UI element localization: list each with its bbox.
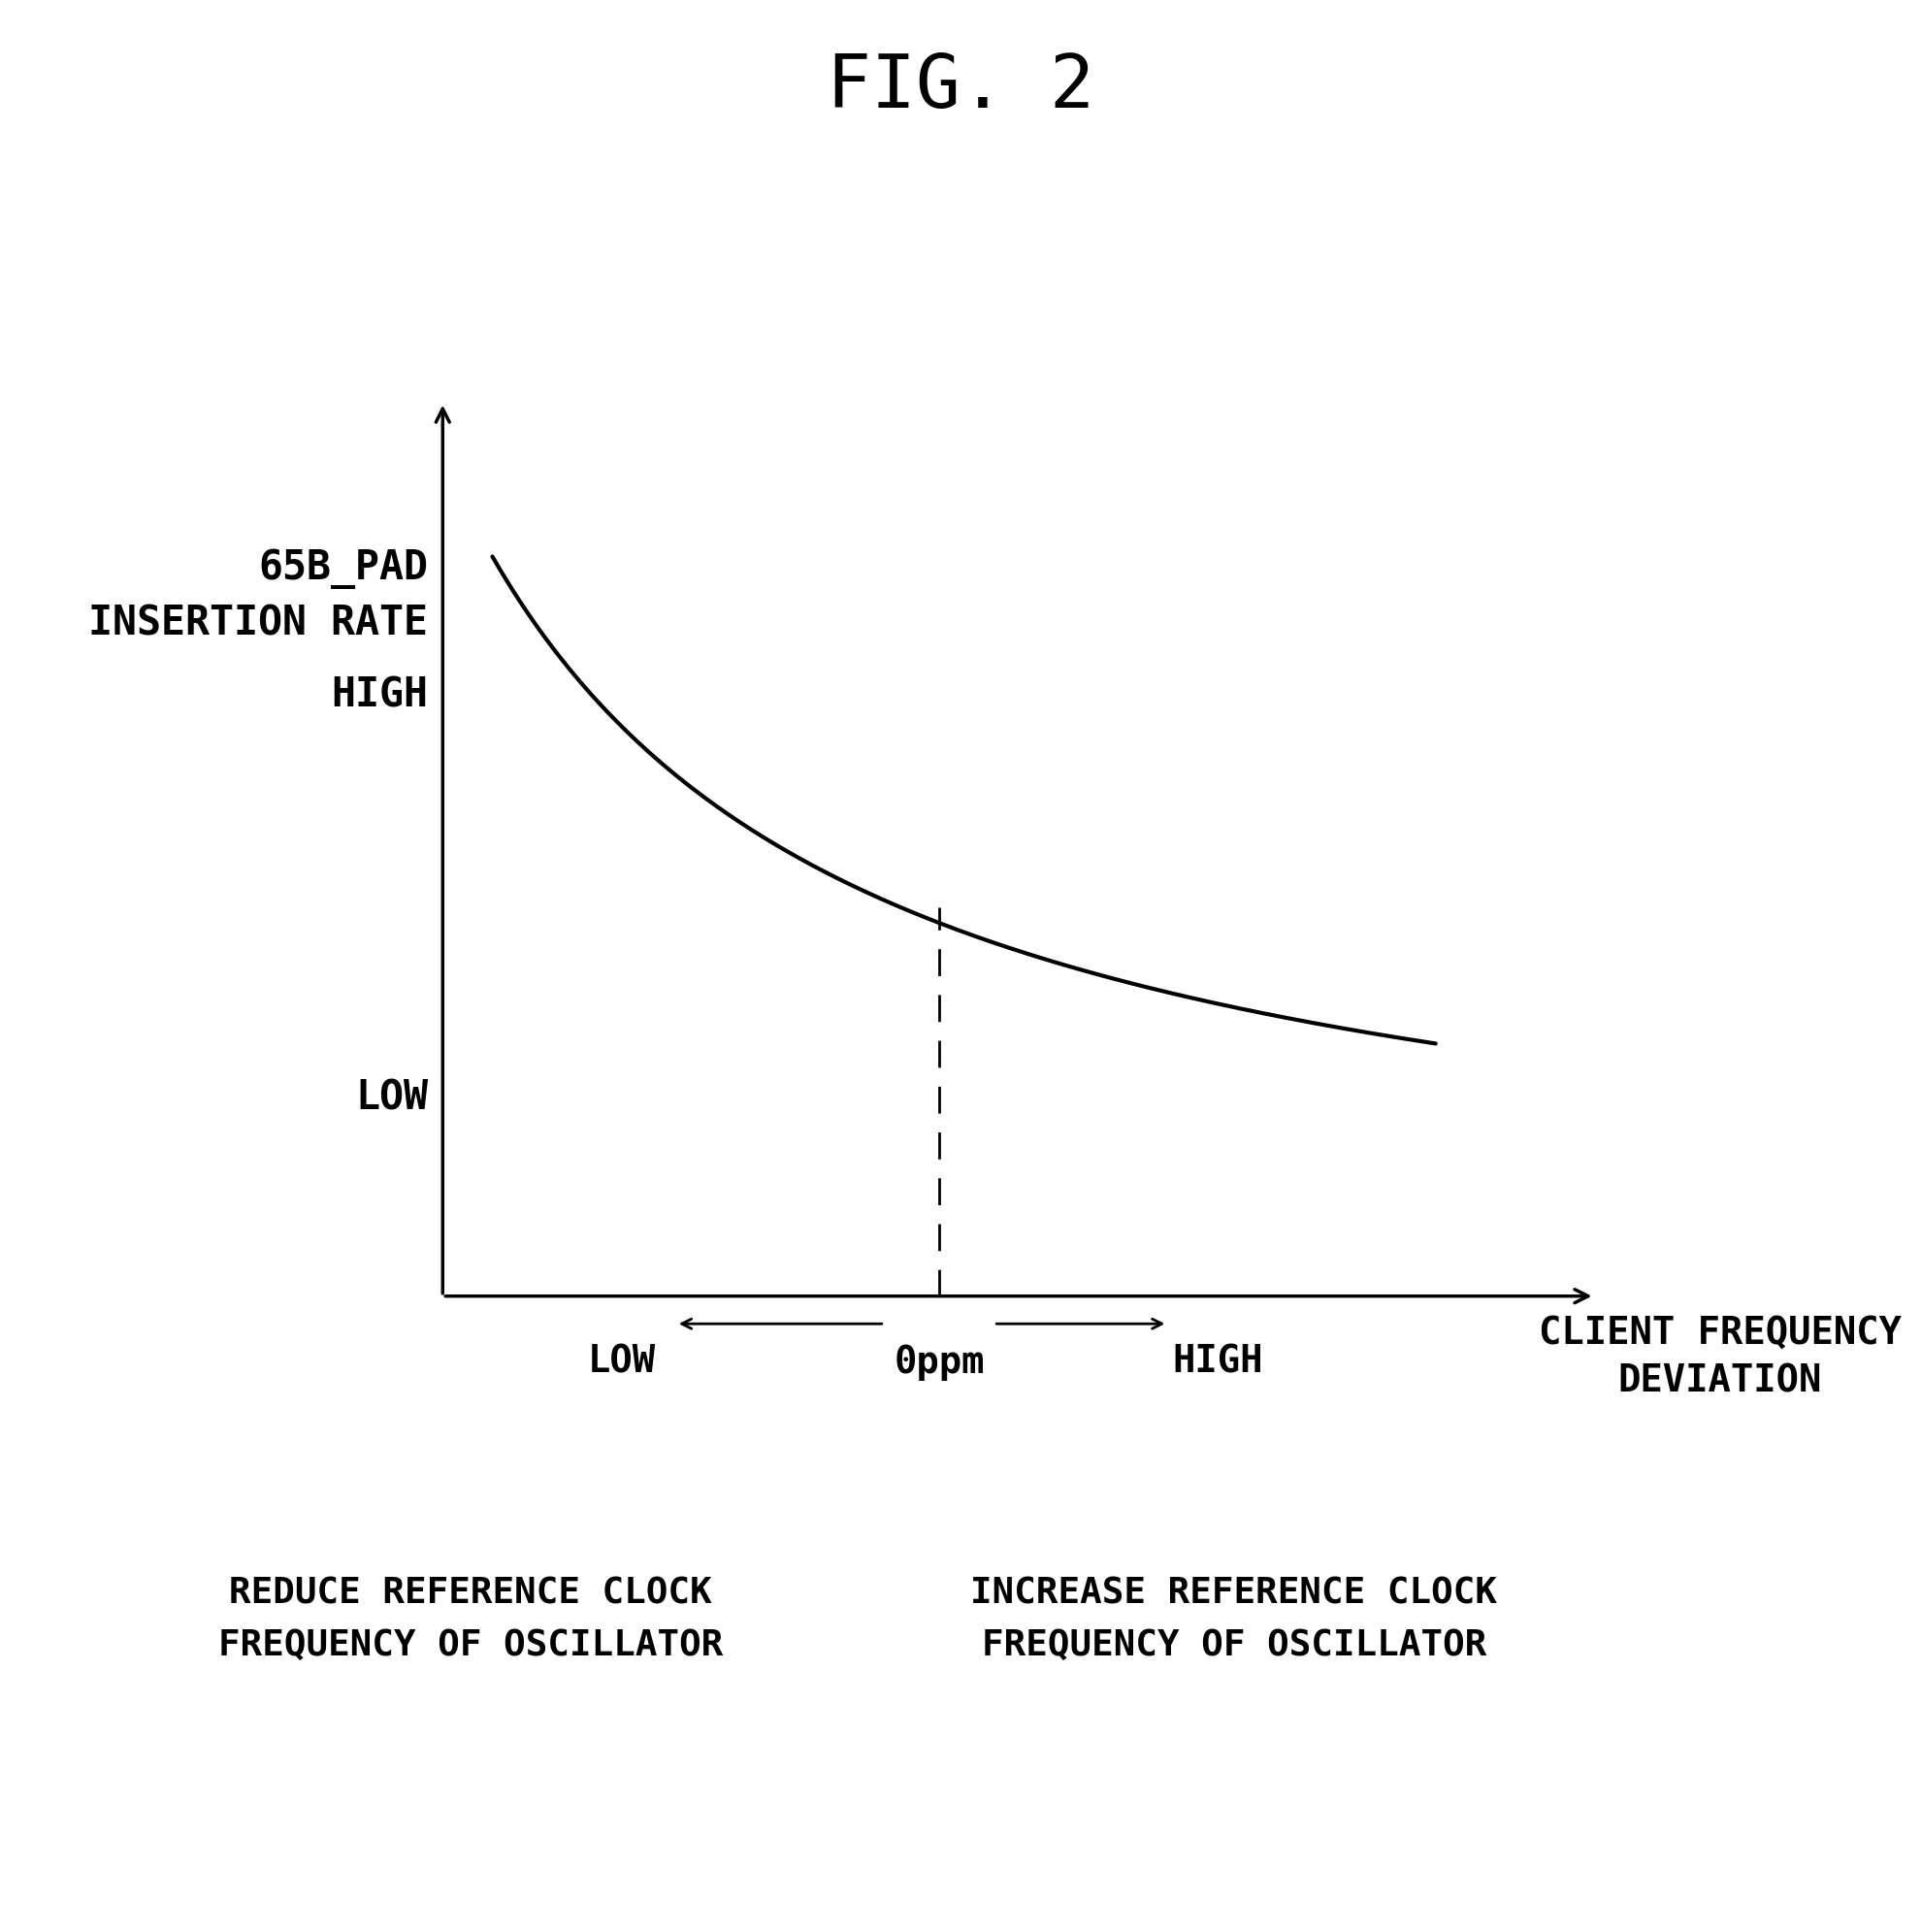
Text: HIGH: HIGH (1172, 1343, 1262, 1381)
Text: DEVIATION: DEVIATION (1617, 1362, 1821, 1401)
Text: CLIENT FREQUENCY: CLIENT FREQUENCY (1539, 1314, 1900, 1352)
Text: REDUCE REFERENCE CLOCK: REDUCE REFERENCE CLOCK (229, 1577, 713, 1611)
Text: INSERTION RATE: INSERTION RATE (88, 603, 428, 643)
Text: 0ppm: 0ppm (893, 1343, 984, 1381)
Text: 65B_PAD: 65B_PAD (257, 549, 428, 589)
Text: LOW: LOW (588, 1343, 655, 1381)
Text: FREQUENCY OF OSCILLATOR: FREQUENCY OF OSCILLATOR (219, 1629, 722, 1663)
Text: INCREASE REFERENCE CLOCK: INCREASE REFERENCE CLOCK (970, 1577, 1496, 1611)
Text: HIGH: HIGH (330, 674, 428, 715)
Text: FIG. 2: FIG. 2 (826, 50, 1095, 124)
Text: LOW: LOW (355, 1078, 428, 1119)
Text: FREQUENCY OF OSCILLATOR: FREQUENCY OF OSCILLATOR (982, 1629, 1485, 1663)
